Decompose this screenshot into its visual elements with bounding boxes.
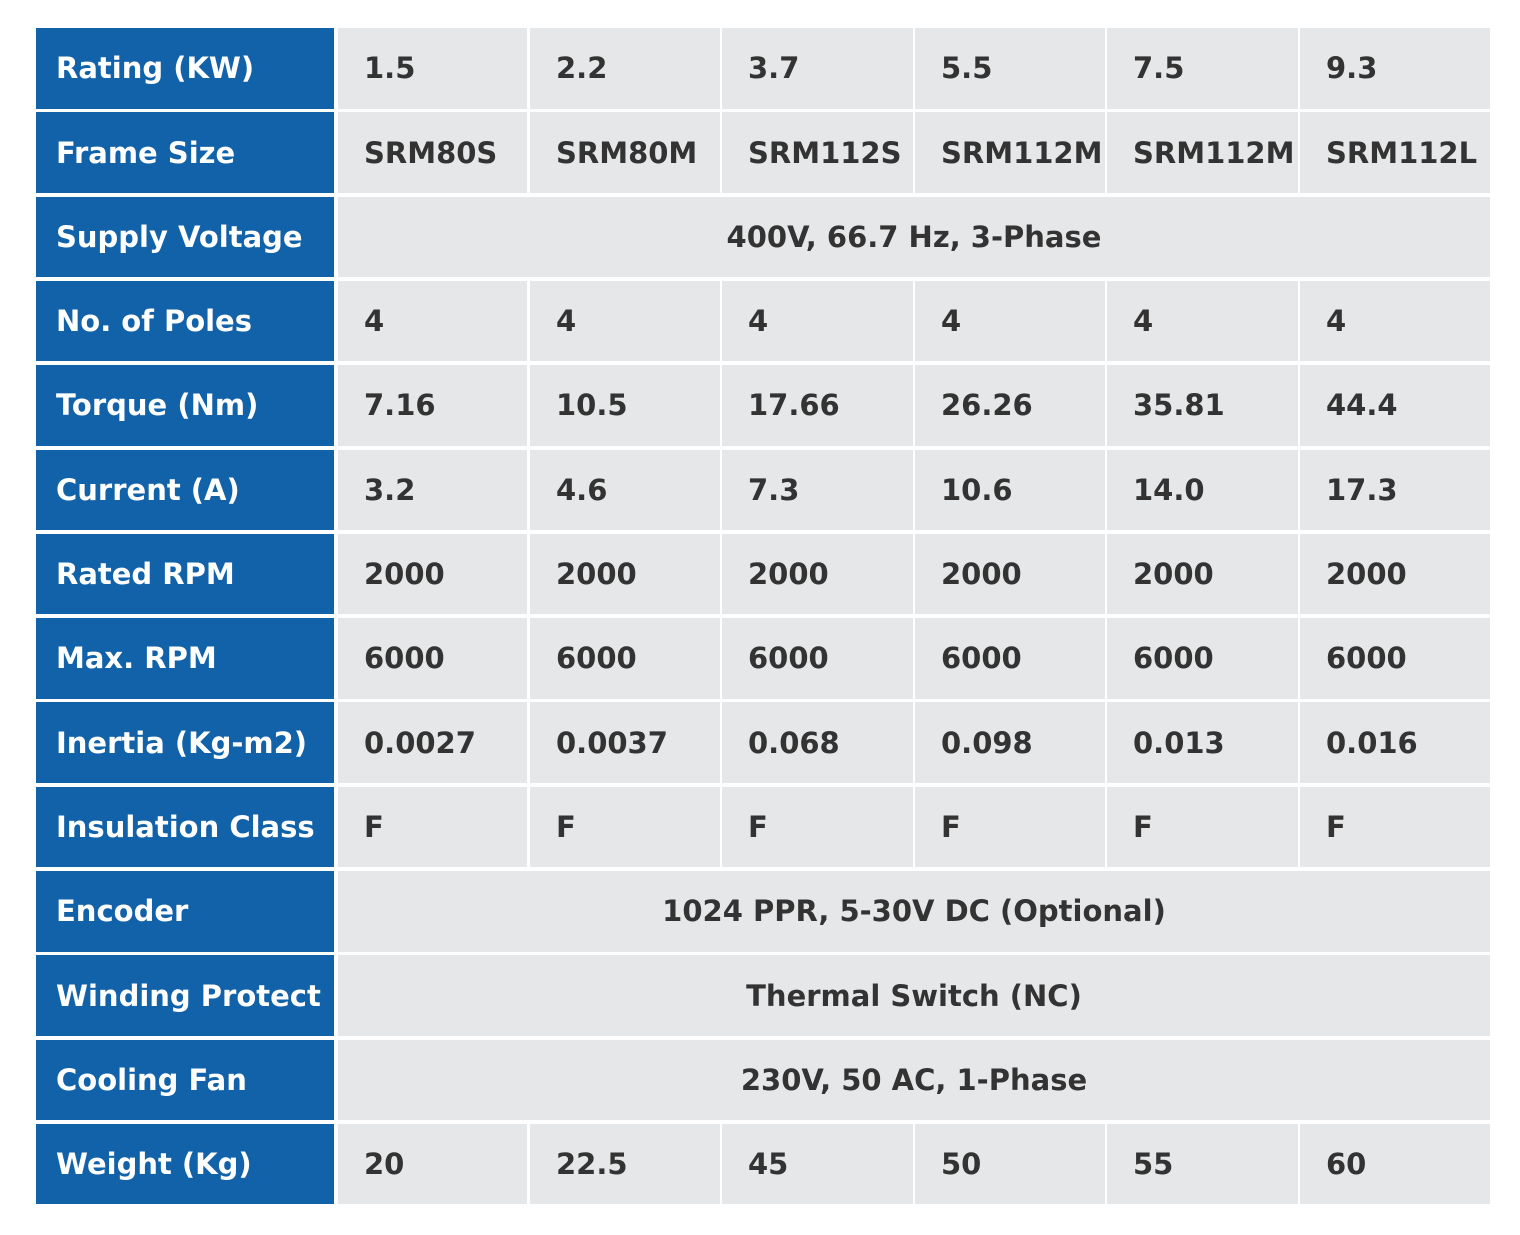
row-header: Weight (Kg)	[36, 1123, 334, 1205]
table-cell: 3.7	[722, 28, 913, 109]
table-cell: SRM80S	[338, 112, 527, 193]
row-header: Torque (Nm)	[36, 365, 334, 446]
table-cell: 4	[722, 280, 913, 362]
table-cell: 60	[1300, 1123, 1490, 1205]
merged-cell: 230V, 50 AC, 1-Phase	[338, 1039, 1490, 1121]
table-cell: F	[338, 786, 527, 868]
row-header: Rating (KW)	[36, 28, 334, 109]
merged-cell: 1024 PPR, 5-30V DC (Optional)	[338, 871, 1490, 952]
table-cell: F	[722, 786, 913, 868]
row-header: No. of Poles	[36, 280, 334, 362]
table-cell: 35.81	[1107, 365, 1298, 446]
table-cell: 7.5	[1107, 28, 1298, 109]
table-cell: F	[530, 786, 720, 868]
table-cell: 0.0027	[338, 702, 527, 783]
table-cell: F	[1300, 786, 1490, 868]
table-cell: 17.66	[722, 365, 913, 446]
table-cell: 4	[530, 280, 720, 362]
table-cell: 2.2	[530, 28, 720, 109]
table-cell: 26.26	[915, 365, 1105, 446]
merged-cell: 400V, 66.7 Hz, 3-Phase	[338, 196, 1490, 278]
row-header: Inertia (Kg-m2)	[36, 702, 334, 783]
table-cell: 0.016	[1300, 702, 1490, 783]
table-cell: 4	[1300, 280, 1490, 362]
table-cell: 45	[722, 1123, 913, 1205]
table-cell: 6000	[1300, 618, 1490, 699]
table-cell: 6000	[1107, 618, 1298, 699]
table-cell: 4	[1107, 280, 1298, 362]
table-cell: 55	[1107, 1123, 1298, 1205]
table-cell: 2000	[915, 533, 1105, 615]
table-cell: 2000	[1300, 533, 1490, 615]
table-cell: 6000	[915, 618, 1105, 699]
table-cell: SRM112M	[1107, 112, 1298, 193]
merged-cell: Thermal Switch (NC)	[338, 955, 1490, 1036]
table-cell: 6000	[530, 618, 720, 699]
table-cell: 20	[338, 1123, 527, 1205]
row-header: Cooling Fan	[36, 1039, 334, 1121]
table-cell: 5.5	[915, 28, 1105, 109]
table-cell: 0.098	[915, 702, 1105, 783]
table-cell: SRM112S	[722, 112, 913, 193]
table-cell: 2000	[338, 533, 527, 615]
table-cell: 2000	[1107, 533, 1298, 615]
table-cell: 14.0	[1107, 449, 1298, 530]
table-cell: F	[915, 786, 1105, 868]
table-cell: 0.068	[722, 702, 913, 783]
table-cell: 7.3	[722, 449, 913, 530]
table-cell: 50	[915, 1123, 1105, 1205]
table-cell: 0.013	[1107, 702, 1298, 783]
table-cell: SRM80M	[530, 112, 720, 193]
row-header: Rated RPM	[36, 533, 334, 615]
row-header: Frame Size	[36, 112, 334, 193]
table-cell: 22.5	[530, 1123, 720, 1205]
table-cell: 6000	[722, 618, 913, 699]
table-cell: 2000	[722, 533, 913, 615]
table-cell: SRM112L	[1300, 112, 1490, 193]
row-header: Current (A)	[36, 449, 334, 530]
row-header: Insulation Class	[36, 786, 334, 868]
table-cell: 44.4	[1300, 365, 1490, 446]
table-cell: 4.6	[530, 449, 720, 530]
table-cell: 1.5	[338, 28, 527, 109]
row-header: Supply Voltage	[36, 196, 334, 278]
row-header: Winding Protect	[36, 955, 334, 1036]
table-cell: 0.0037	[530, 702, 720, 783]
table-cell: 7.16	[338, 365, 527, 446]
row-header: Max. RPM	[36, 618, 334, 699]
table-cell: 3.2	[338, 449, 527, 530]
table-cell: 4	[338, 280, 527, 362]
table-cell: F	[1107, 786, 1298, 868]
table-cell: 2000	[530, 533, 720, 615]
table-cell: 10.5	[530, 365, 720, 446]
table-cell: 17.3	[1300, 449, 1490, 530]
row-header: Encoder	[36, 871, 334, 952]
table-cell: SRM112M	[915, 112, 1105, 193]
table-cell: 6000	[338, 618, 527, 699]
table-cell: 9.3	[1300, 28, 1490, 109]
table-cell: 10.6	[915, 449, 1105, 530]
table-cell: 4	[915, 280, 1105, 362]
